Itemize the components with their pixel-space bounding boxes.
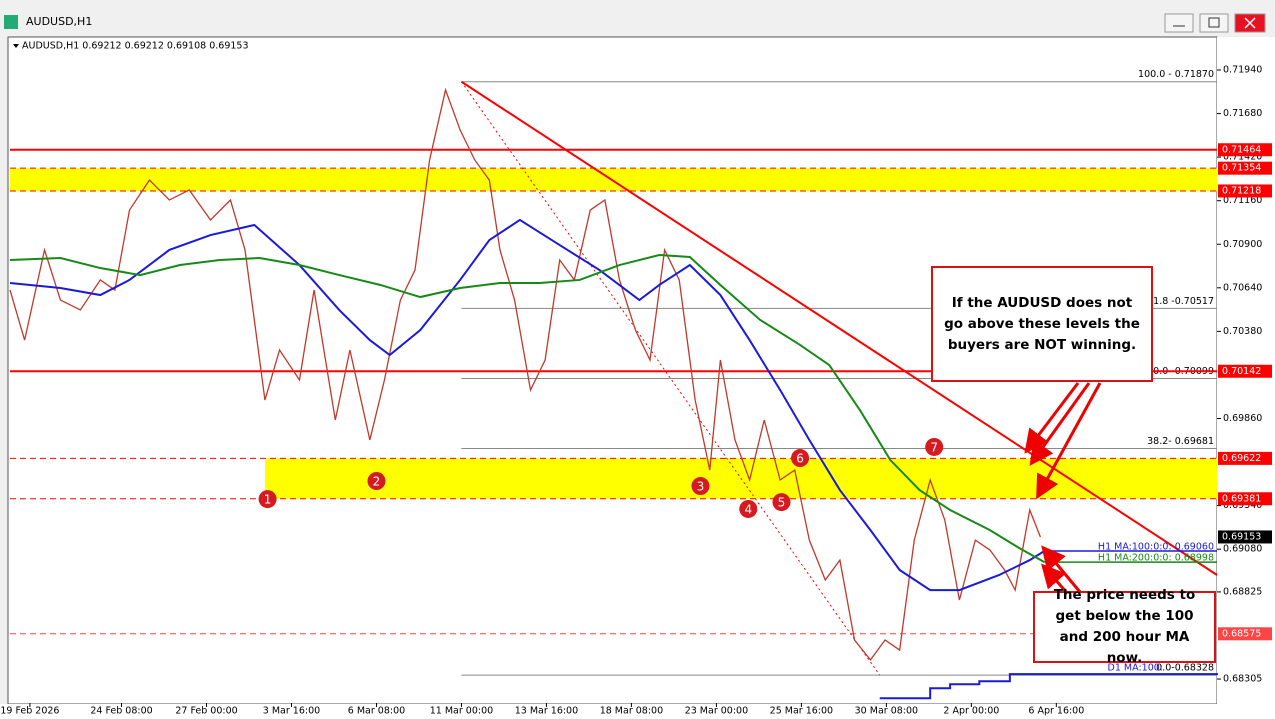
level-label: 0.69381 <box>1222 493 1261 504</box>
level-tag <box>1218 492 1272 506</box>
series-line <box>879 673 1218 700</box>
level-label: 0.68575 <box>1222 628 1261 639</box>
x-tick-label: 3 Mar 16:00 <box>263 706 320 717</box>
y-tick-label: 0.69080 <box>1223 544 1262 555</box>
x-tick-label: 13 Mar 16:00 <box>515 706 578 717</box>
x-tick-label: 27 Feb 00:00 <box>175 706 237 717</box>
y-tick-label: 0.70900 <box>1223 239 1262 250</box>
info-arrow <box>13 44 19 48</box>
legend-label: H1 MA:200:0:0: 0.68998 <box>1098 553 1214 564</box>
level-label: 0.71464 <box>1222 144 1261 155</box>
marker <box>258 490 277 509</box>
x-tick-label: 18 Mar 08:00 <box>600 706 663 717</box>
y-tick-label: 0.71680 <box>1223 108 1262 119</box>
y-tick-label: 0.68305 <box>1223 674 1262 685</box>
trendline <box>460 80 1218 576</box>
marker-label: 4 <box>744 502 752 516</box>
chart-info: AUDUSD,H1 0.69212 0.69212 0.69108 0.6915… <box>22 41 249 52</box>
y-tick-label: 0.71160 <box>1223 195 1262 206</box>
marker-label: 3 <box>697 480 705 494</box>
callout: If the AUDUSD does not go above these le… <box>931 266 1153 382</box>
zone <box>10 168 1217 191</box>
series-line <box>9 218 1045 592</box>
level-label: 0.70142 <box>1222 366 1261 377</box>
level-label: 0.71354 <box>1222 163 1261 174</box>
y-tick-label: 0.71940 <box>1223 65 1262 76</box>
level-tag <box>1218 530 1272 544</box>
y-tick-label: 0.70640 <box>1223 282 1262 293</box>
marker-label: 1 <box>264 493 272 507</box>
y-tick-label: 0.69340 <box>1223 500 1262 511</box>
x-tick-label: 19 Feb 2026 <box>0 706 59 717</box>
marker-label: 7 <box>930 440 938 454</box>
x-tick-label: 25 Mar 16:00 <box>770 706 833 717</box>
marker-label: 6 <box>796 452 804 466</box>
level-tag <box>1218 451 1272 465</box>
x-tick-label: 11 Mar 00:00 <box>430 706 493 717</box>
window-icon <box>4 15 18 29</box>
window-buttons[interactable] <box>1164 13 1266 33</box>
marker-label: 5 <box>778 496 786 510</box>
marker <box>925 437 944 456</box>
y-tick-label: 0.69860 <box>1223 413 1262 424</box>
x-tick-label: 30 Mar 08:00 <box>855 706 918 717</box>
legend-label: H1 MA:100:0:0: 0.69060 <box>1098 542 1214 553</box>
x-tick-label: 6 Apr 16:00 <box>1028 706 1084 717</box>
level-tag <box>1218 161 1272 175</box>
series-line <box>9 87 1042 662</box>
fib-label: 0.0-0.68328 <box>1156 663 1214 674</box>
series-line <box>9 253 1045 563</box>
y-tick-label: 0.71420 <box>1223 152 1262 163</box>
x-tick-label: 24 Feb 08:00 <box>90 706 152 717</box>
fib-label: 61.8 -0.70517 <box>1147 296 1214 307</box>
trendline <box>461 81 881 676</box>
marker <box>691 477 710 496</box>
marker <box>739 499 758 518</box>
window-title: AUDUSD,H1 <box>26 15 92 28</box>
callout: The price needs to get below the 100 and… <box>1033 587 1216 666</box>
marker <box>791 449 810 468</box>
level-label: 0.69622 <box>1222 453 1261 464</box>
time-axis <box>0 704 1275 719</box>
x-tick-label: 6 Mar 08:00 <box>348 706 405 717</box>
level-tag <box>1218 627 1272 641</box>
level-label: 0.71218 <box>1222 185 1261 196</box>
x-tick-label: 2 Apr 00:00 <box>943 706 999 717</box>
callout-arrows <box>1024 382 1102 595</box>
restore-button[interactable] <box>1199 13 1229 33</box>
level-tag <box>1218 184 1272 198</box>
minimize-button[interactable] <box>1164 13 1194 33</box>
fib-label: 38.2- 0.69681 <box>1147 436 1214 447</box>
level-tag <box>1218 364 1272 378</box>
marker-label: 2 <box>373 474 381 488</box>
fib-label: 100.0 - 0.71870 <box>1138 69 1214 80</box>
marker <box>367 471 386 490</box>
level-label: 0.69153 <box>1222 531 1261 542</box>
y-tick-label: 0.68825 <box>1223 586 1262 597</box>
legend-label: D1 MA:100: <box>1108 663 1163 674</box>
level-tag <box>1218 143 1272 157</box>
y-tick-label: 0.70380 <box>1223 326 1262 337</box>
marker <box>772 493 791 512</box>
x-tick-label: 23 Mar 00:00 <box>685 706 748 717</box>
